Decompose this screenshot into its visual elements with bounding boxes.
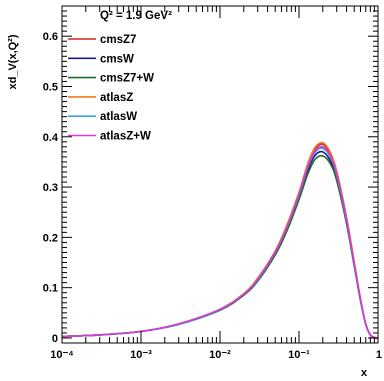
x-tick-label: 1 xyxy=(376,349,382,361)
series-line-atlasz-w xyxy=(61,145,378,339)
y-axis-title: xd_V(x,Q²) xyxy=(7,34,19,89)
legend-entry: cmsW xyxy=(100,53,134,65)
legend-entry: atlasZ+W xyxy=(100,131,151,143)
x-tick-label: 10⁻² xyxy=(209,349,231,361)
x-tick-label: 10⁻¹ xyxy=(288,349,310,361)
legend: Q² = 1.9 GeV² cmsZ7 cmsW cmsZ7+W atlasZ atla… xyxy=(68,10,172,143)
y-tick-label: 0.4 xyxy=(43,132,59,144)
y-tick-label: 0.5 xyxy=(43,81,58,93)
legend-header: Q² = 1.9 GeV² xyxy=(100,10,172,22)
x-tick-label: 10⁻³ xyxy=(130,349,152,361)
y-tick-label: 0 xyxy=(52,333,58,345)
y-tick-label: 0.2 xyxy=(43,232,58,244)
y-tick-label: 0.6 xyxy=(43,31,58,43)
x-axis-title: x xyxy=(361,367,368,379)
tick-labels: 0 0.1 0.2 0.3 0.4 0.5 0.6 10⁻⁴ 10⁻³ 10⁻² 10⁻¹ 1 xyxy=(43,31,382,361)
x-tick-label: 10⁻⁴ xyxy=(50,349,73,361)
legend-entry: atlasW xyxy=(100,111,137,123)
legend-entry: cmsZ7+W xyxy=(100,73,154,85)
legend-entry: atlasZ xyxy=(100,92,133,104)
curves xyxy=(61,141,378,339)
ticks xyxy=(61,6,379,343)
y-tick-label: 0.1 xyxy=(43,283,58,295)
legend-entry: cmsZ7 xyxy=(100,34,136,46)
y-tick-label: 0.3 xyxy=(43,182,58,194)
